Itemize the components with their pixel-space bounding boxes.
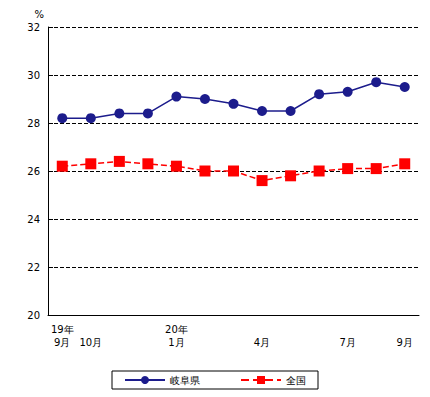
svg-text:28: 28 [27,118,40,129]
svg-text:7月: 7月 [339,337,355,348]
svg-text:1月: 1月 [168,337,184,348]
svg-text:22: 22 [27,262,40,273]
svg-text:%: % [34,9,44,20]
svg-text:9月: 9月 [397,337,413,348]
svg-text:20年: 20年 [165,324,188,335]
svg-text:26: 26 [27,166,40,177]
svg-text:24: 24 [27,214,40,225]
svg-text:4月: 4月 [254,337,270,348]
svg-text:10月: 10月 [79,337,102,348]
svg-text:全国: 全国 [286,375,306,386]
svg-text:30: 30 [27,70,40,81]
svg-text:岐阜県: 岐阜県 [170,375,200,386]
svg-text:19年: 19年 [51,324,74,335]
svg-text:32: 32 [27,22,40,33]
svg-text:9月: 9月 [54,337,70,348]
svg-text:20: 20 [27,310,40,321]
